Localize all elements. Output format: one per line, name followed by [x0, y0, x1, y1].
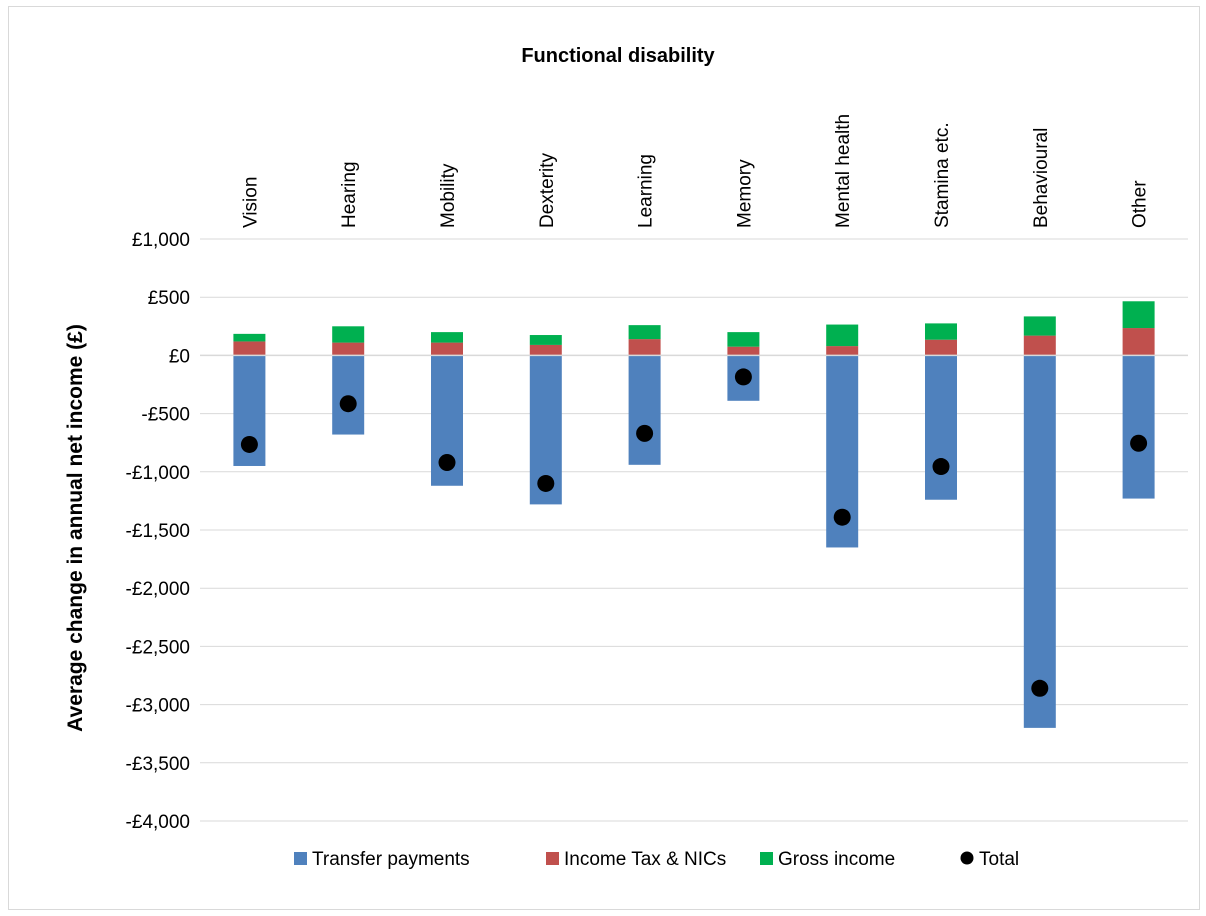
total-markers	[240, 368, 1148, 697]
bar-income-tax-nics	[925, 339, 957, 356]
bar-gross-income	[826, 324, 859, 347]
legend-label-gross-income: Gross income	[778, 849, 895, 870]
x-category-label: Stamina etc.	[932, 122, 953, 228]
y-tick-label: -£2,000	[126, 579, 190, 600]
x-category-label: Hearing	[339, 161, 360, 228]
y-axis-tick-labels: £1,000 £500 £0 -£500 -£1,000 -£1,500 -£2,000 -£…	[126, 230, 190, 833]
x-category-label: Memory	[734, 159, 755, 228]
bar-income-tax-nics	[628, 339, 661, 356]
bar-gross-income	[1023, 316, 1056, 336]
bar-gross-income	[925, 323, 957, 340]
bar-gross-income	[332, 326, 365, 343]
bar-transfer-payments	[332, 355, 365, 435]
bar-transfer-payments	[628, 355, 661, 465]
x-category-label: Mobility	[438, 163, 459, 228]
total-marker	[537, 474, 555, 492]
bar-transfer-payments	[1023, 355, 1056, 728]
y-tick-label: -£4,000	[126, 812, 190, 833]
total-marker	[833, 508, 851, 526]
gridlines	[200, 238, 1188, 822]
legend-swatch-transfer-payments	[294, 852, 307, 865]
bar-transfer-payments	[1122, 355, 1155, 499]
bar-gross-income	[233, 333, 266, 342]
y-tick-label: £0	[169, 346, 190, 367]
x-category-label: Learning	[636, 154, 657, 228]
bar-gross-income	[1122, 301, 1155, 329]
x-axis-category-labels: Vision Hearing Mobility Dexterity Learning Me…	[240, 114, 1150, 228]
bar-gross-income	[727, 332, 760, 347]
legend-swatch-gross-income	[760, 852, 773, 865]
total-marker	[339, 395, 357, 413]
bar-income-tax-nics	[826, 346, 859, 356]
x-category-label: Behavioural	[1031, 128, 1052, 228]
total-marker	[932, 458, 950, 476]
y-tick-label: -£1,000	[126, 463, 190, 484]
total-marker	[1130, 434, 1148, 452]
bar-gross-income	[628, 325, 661, 340]
x-category-label: Dexterity	[537, 153, 558, 228]
bar-income-tax-nics	[1122, 328, 1155, 356]
y-tick-label: £1,000	[132, 230, 190, 251]
x-category-label: Vision	[240, 177, 261, 228]
bar-income-tax-nics	[233, 341, 266, 356]
bar-income-tax-nics	[332, 342, 365, 356]
y-axis-title: Average change in annual net income (£)	[64, 324, 87, 732]
legend-swatch-income-tax-nics	[546, 852, 559, 865]
total-marker	[1031, 679, 1049, 697]
legend-swatch-total	[960, 851, 974, 865]
y-tick-label: -£1,500	[126, 521, 190, 542]
chart-frame	[8, 6, 1200, 910]
bar-transfer-payments	[925, 355, 957, 500]
legend: Transfer payments Income Tax & NICs Gross …	[294, 849, 1019, 870]
y-tick-label: -£3,500	[126, 754, 190, 775]
bar-gross-income	[529, 335, 562, 345]
total-marker	[240, 435, 258, 453]
legend-label-total: Total	[979, 849, 1019, 870]
y-tick-label: -£2,500	[126, 637, 190, 658]
total-marker	[734, 368, 752, 386]
legend-label-income-tax-nics: Income Tax & NICs	[564, 849, 726, 870]
total-marker	[438, 453, 456, 471]
y-tick-label: -£500	[141, 405, 190, 426]
x-category-label: Mental health	[833, 114, 854, 228]
bar-gross-income	[431, 332, 463, 343]
y-tick-label: £500	[148, 288, 190, 309]
bar-income-tax-nics	[727, 346, 760, 356]
chart-title: Functional disability	[521, 45, 715, 67]
y-tick-label: -£3,000	[126, 696, 190, 717]
bar-income-tax-nics	[529, 344, 562, 356]
x-category-label: Other	[1130, 180, 1151, 228]
legend-label-transfer-payments: Transfer payments	[312, 849, 470, 870]
bar-income-tax-nics	[1023, 335, 1056, 356]
bar-income-tax-nics	[431, 342, 463, 356]
total-marker	[636, 424, 654, 442]
bars	[233, 301, 1155, 728]
